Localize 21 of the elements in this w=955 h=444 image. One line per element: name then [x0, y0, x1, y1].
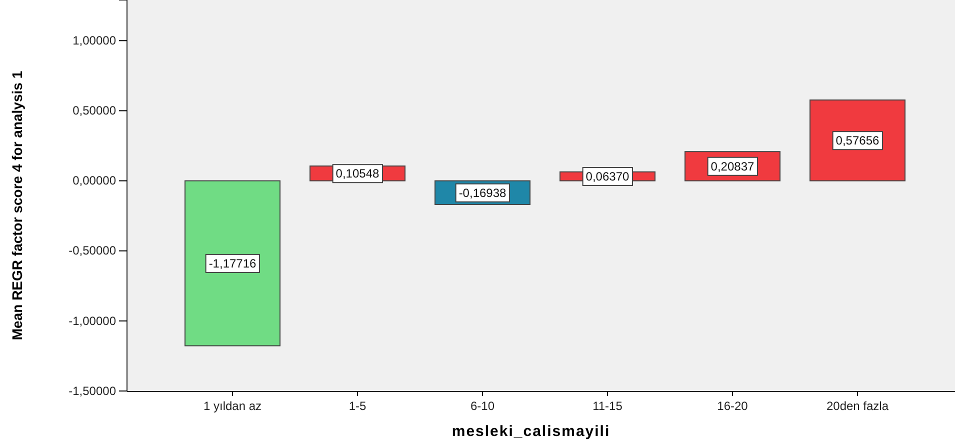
data-label: 0,57656	[836, 134, 880, 148]
y-tick-label: 0,00000	[72, 174, 116, 188]
x-tick-label: 6-10	[470, 398, 495, 413]
y-tick-label: -1,50000	[68, 384, 116, 398]
x-tick-label: 20den fazla	[826, 398, 889, 413]
data-label: -0,16938	[458, 186, 507, 200]
x-axis-title: mesleki_calismayili	[452, 423, 610, 440]
data-label: 0,20837	[710, 159, 755, 174]
x-tick-label: 11-15	[592, 398, 623, 413]
bar	[184, 180, 280, 346]
data-label: -1,17716	[208, 256, 257, 270]
data-label: 0,06370	[586, 170, 630, 184]
y-tick-label: 1,00000	[72, 33, 116, 48]
y-tick-label: -1,00000	[68, 314, 116, 328]
x-tick-label: 1-5	[348, 398, 366, 413]
y-axis-title: Mean REGR factor score 4 for analysis 1	[9, 70, 25, 340]
data-label: 0,10548	[336, 166, 380, 181]
x-tick-label: 1 yıldan az	[203, 398, 262, 413]
y-tick-label: -0,50000	[68, 244, 116, 258]
y-tick-label: 0,50000	[72, 104, 116, 118]
x-tick-label: 16-20	[717, 398, 748, 413]
